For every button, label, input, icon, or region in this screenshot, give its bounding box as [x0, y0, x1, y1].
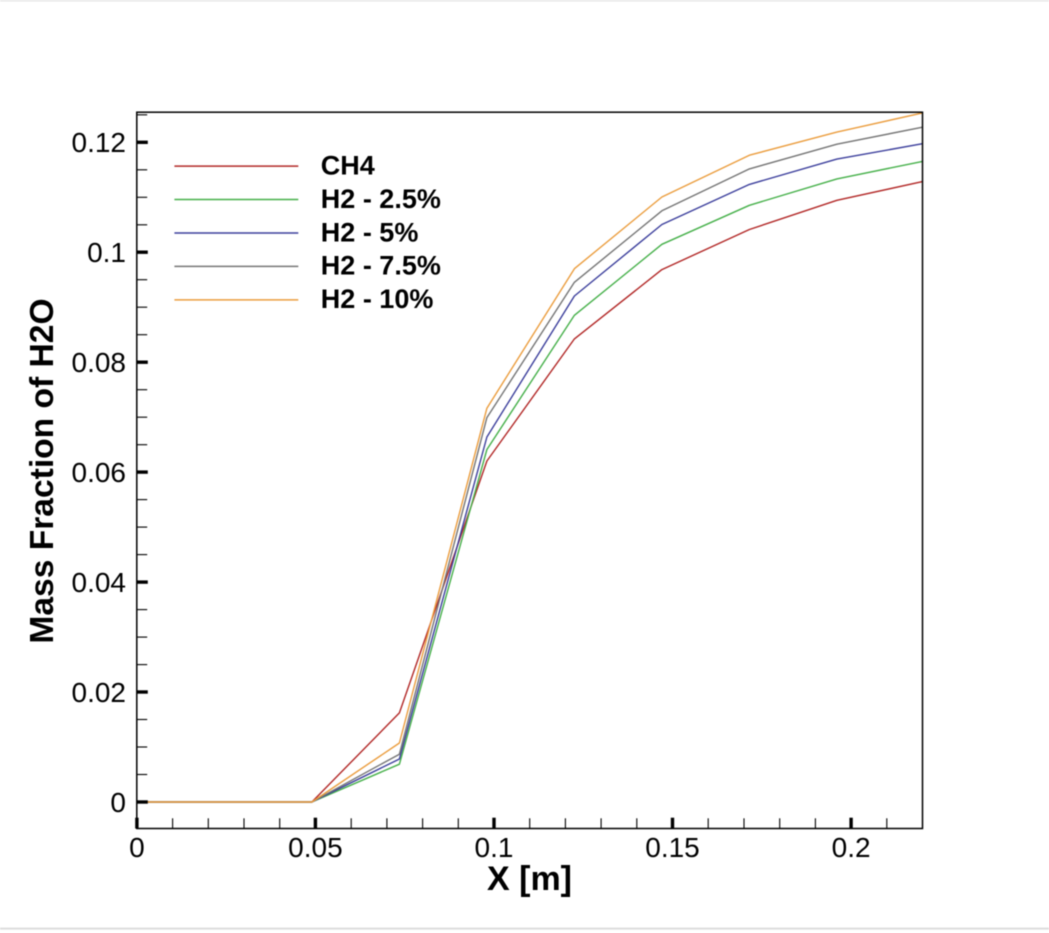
svg-text:H2 - 10%: H2 - 10% — [321, 284, 434, 314]
svg-text:0.1: 0.1 — [87, 237, 126, 268]
svg-text:0.15: 0.15 — [645, 832, 700, 863]
svg-text:0.2: 0.2 — [832, 832, 871, 863]
svg-text:0: 0 — [129, 832, 145, 863]
svg-text:0.08: 0.08 — [72, 347, 127, 378]
svg-text:0.1: 0.1 — [475, 832, 514, 863]
svg-text:0.04: 0.04 — [72, 567, 127, 598]
svg-text:0.06: 0.06 — [72, 457, 127, 488]
svg-text:0.05: 0.05 — [288, 832, 343, 863]
svg-text:0.02: 0.02 — [72, 677, 127, 708]
svg-text:X [m]: X [m] — [487, 860, 572, 898]
svg-text:H2 - 7.5%: H2 - 7.5% — [321, 251, 441, 281]
svg-text:H2 - 2.5%: H2 - 2.5% — [321, 184, 441, 214]
svg-text:H2 - 5%: H2 - 5% — [321, 217, 419, 247]
svg-text:0: 0 — [110, 787, 126, 818]
svg-text:CH4: CH4 — [321, 150, 375, 180]
svg-text:Mass Fraction of H2O: Mass Fraction of H2O — [24, 298, 61, 643]
svg-text:0.12: 0.12 — [72, 127, 127, 158]
